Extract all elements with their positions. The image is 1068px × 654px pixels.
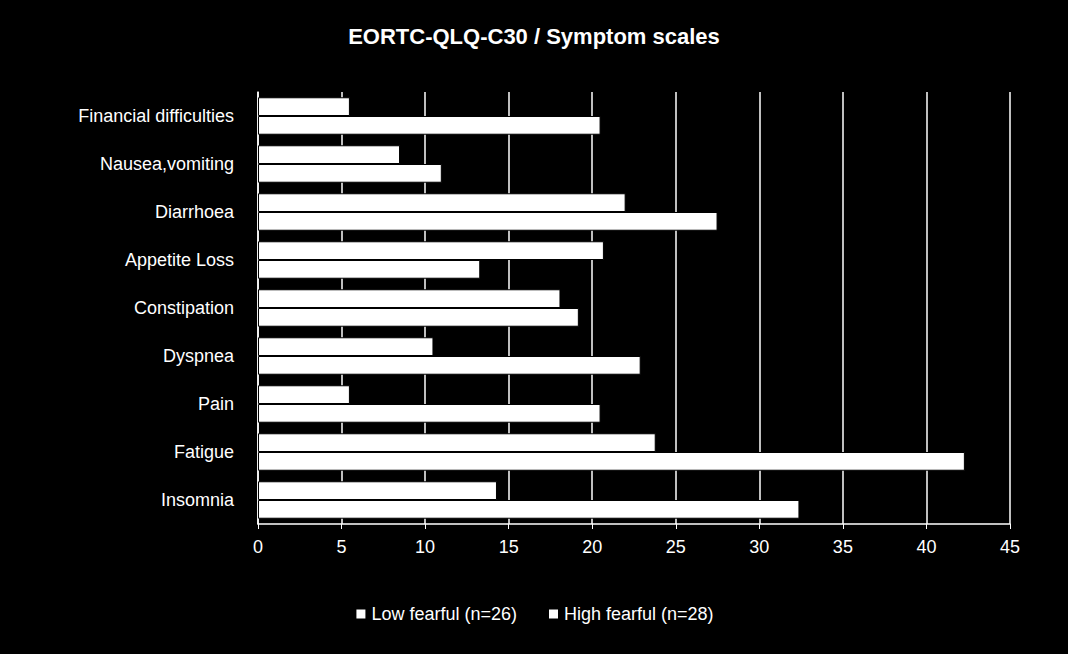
svg-text:0: 0 xyxy=(253,537,263,557)
svg-text:Constipation: Constipation xyxy=(134,298,234,318)
svg-text:EORTC-QLQ-C30 / Symptom scales: EORTC-QLQ-C30 / Symptom scales xyxy=(348,24,720,49)
svg-text:Insomnia: Insomnia xyxy=(161,490,235,510)
svg-text:35: 35 xyxy=(833,537,853,557)
svg-text:40: 40 xyxy=(916,537,936,557)
svg-text:Diarrhoea: Diarrhoea xyxy=(155,202,235,222)
svg-text:10: 10 xyxy=(415,537,435,557)
svg-text:30: 30 xyxy=(749,537,769,557)
svg-text:45: 45 xyxy=(1000,537,1020,557)
svg-text:20: 20 xyxy=(582,537,602,557)
svg-text:Appetite Loss: Appetite Loss xyxy=(125,250,234,270)
svg-text:5: 5 xyxy=(337,537,347,557)
svg-text:Dyspnea: Dyspnea xyxy=(163,346,235,366)
svg-text:15: 15 xyxy=(499,537,519,557)
svg-text:Nausea,vomiting: Nausea,vomiting xyxy=(100,154,234,174)
svg-text:Pain: Pain xyxy=(198,394,234,414)
svg-text:High fearful (n=28): High fearful (n=28) xyxy=(564,604,714,624)
svg-text:Fatigue: Fatigue xyxy=(174,442,234,462)
svg-text:Low fearful (n=26): Low fearful (n=26) xyxy=(371,604,517,624)
svg-text:Financial difficulties: Financial difficulties xyxy=(78,106,234,126)
svg-text:25: 25 xyxy=(666,537,686,557)
